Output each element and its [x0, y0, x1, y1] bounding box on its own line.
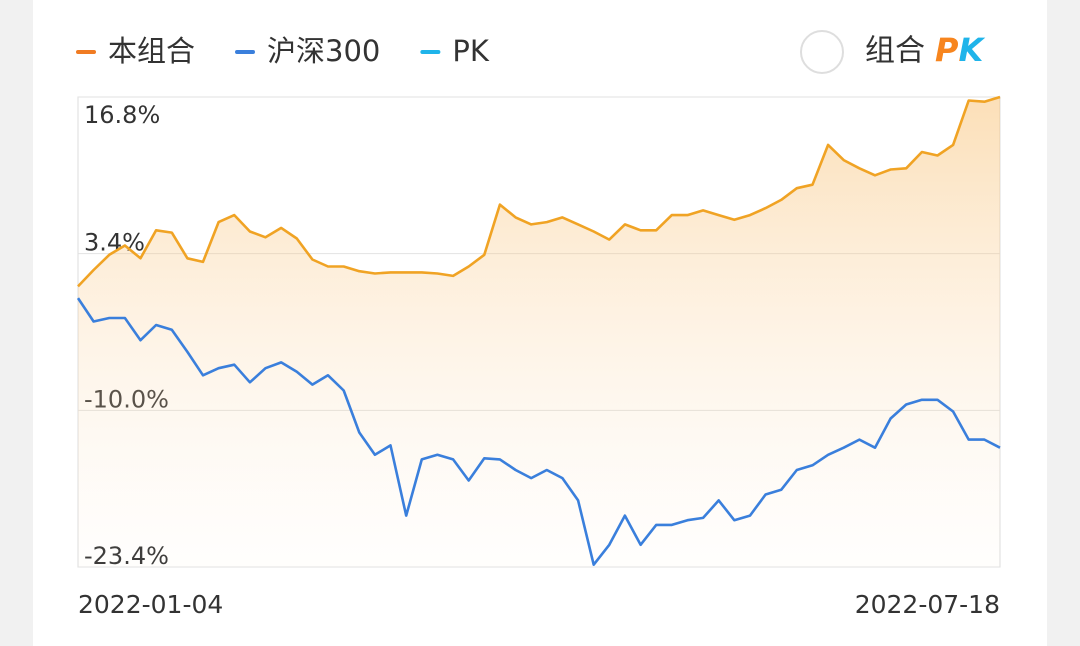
legend-label: 本组合 [108, 34, 195, 68]
legend-label: PK [452, 34, 489, 68]
area [78, 97, 1000, 567]
x-tick-label: 2022-01-04 [78, 590, 223, 619]
y-tick-label: 16.8% [84, 101, 160, 129]
line [77, 95, 1001, 288]
line [76, 297, 1001, 566]
x-tick-label: 2022-07-18 [855, 590, 1000, 619]
toggle-circle[interactable] [800, 30, 844, 74]
toggle-label[interactable]: 组合 [865, 34, 925, 69]
toggle-pk[interactable]: PK [935, 31, 985, 69]
legend-label: 沪深300 [267, 34, 380, 68]
